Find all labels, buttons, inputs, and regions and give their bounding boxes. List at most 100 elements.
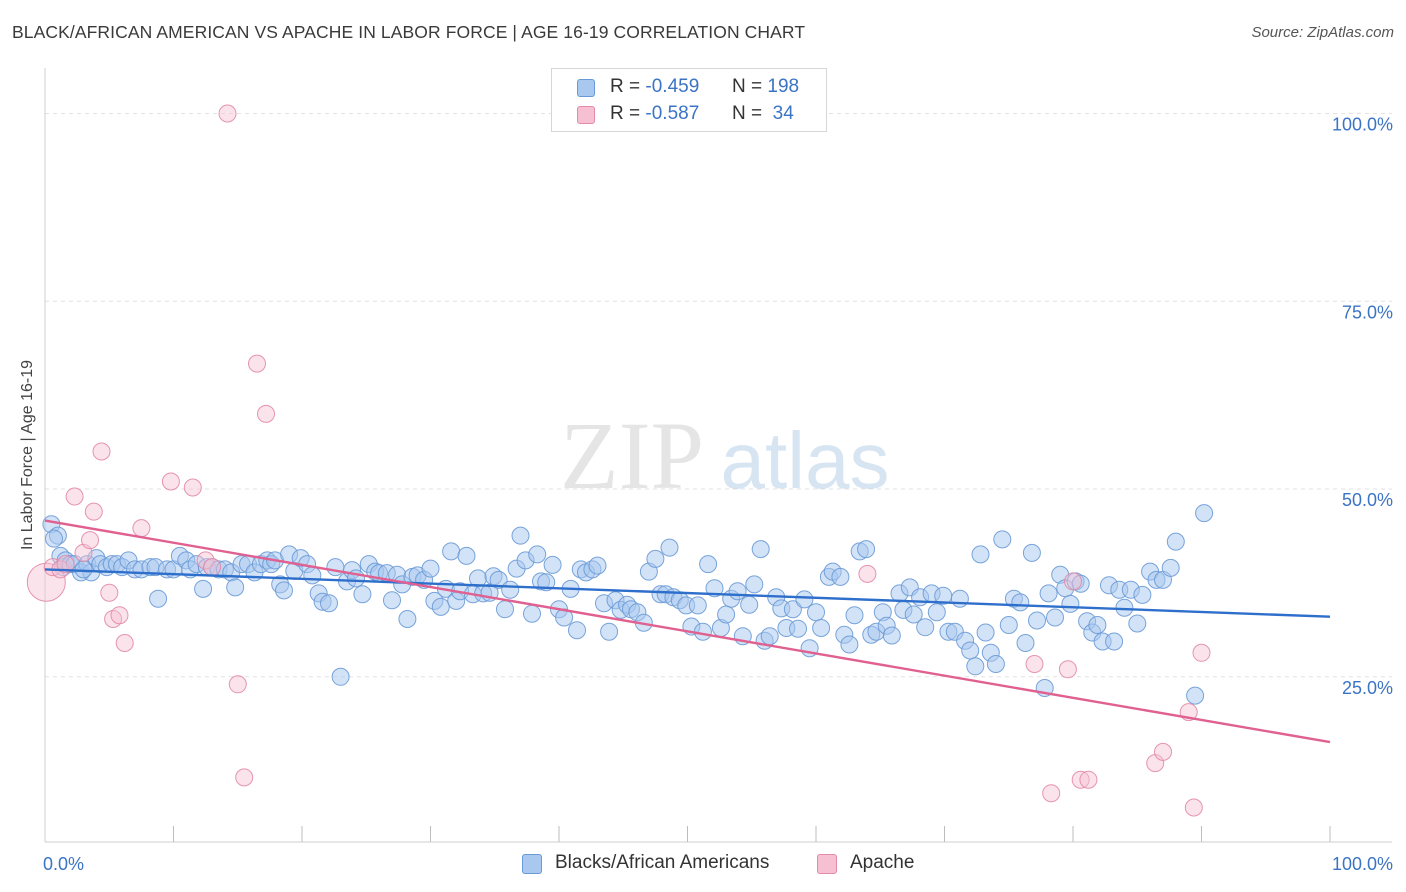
- data-point: [1128, 614, 1147, 633]
- data-point: [1105, 632, 1124, 651]
- chart-title: BLACK/AFRICAN AMERICAN VS APACHE IN LABO…: [12, 22, 806, 42]
- gridlines: [45, 113, 1392, 678]
- trend-line-blacks: [44, 568, 1331, 618]
- data-point: [760, 627, 779, 646]
- source-credit: Source: ZipAtlas.com: [1251, 24, 1394, 41]
- data-point: [523, 604, 541, 623]
- data-point: [161, 472, 180, 491]
- stats-legend: R = -0.459 N = 198 R = -0.587 N = 34: [551, 68, 827, 132]
- data-point: [81, 531, 99, 550]
- data-point: [1028, 611, 1046, 630]
- data-point: [745, 575, 764, 594]
- legend-swatch-apache: [577, 106, 595, 124]
- data-point: [783, 600, 802, 619]
- data-point: [132, 519, 151, 538]
- data-point: [45, 529, 63, 548]
- data-point: [183, 478, 202, 497]
- series-blacks: [42, 504, 1214, 705]
- data-point: [1195, 504, 1214, 523]
- data-point: [976, 623, 995, 642]
- data-point: [115, 634, 134, 652]
- trend-layer: [44, 519, 1331, 744]
- data-point: [149, 589, 168, 608]
- data-point: [751, 540, 770, 559]
- data-point: [831, 567, 850, 586]
- data-point: [489, 570, 508, 589]
- data-point: [904, 605, 923, 624]
- data-point: [1046, 608, 1064, 627]
- data-point: [1016, 634, 1035, 652]
- data-point: [248, 354, 266, 373]
- data-point: [100, 583, 119, 602]
- data-point: [688, 596, 707, 615]
- trend-line-apache: [44, 519, 1331, 744]
- data-point: [993, 530, 1012, 549]
- data-point: [1154, 742, 1172, 761]
- data-point: [728, 582, 747, 601]
- data-point: [1061, 594, 1080, 613]
- n-stat: N = 198: [732, 76, 800, 97]
- data-point: [331, 667, 350, 686]
- legend-swatch-blacks: [522, 854, 542, 874]
- data-point: [1186, 686, 1205, 705]
- data-point: [326, 558, 345, 577]
- data-point: [537, 573, 556, 592]
- tick-labels: 25.0% 50.0% 75.0% 100.0% 0.0% 100.0%: [43, 115, 1393, 874]
- watermark-zip: ZIP: [560, 402, 704, 509]
- data-point: [588, 556, 607, 575]
- data-point: [257, 404, 275, 423]
- data-point: [442, 542, 461, 561]
- data-point: [740, 595, 759, 614]
- stats-legend-row: R = -0.459 N = 198: [552, 73, 826, 101]
- data-point: [1058, 660, 1077, 679]
- data-point: [496, 600, 514, 619]
- data-point: [501, 580, 520, 599]
- legend-label: Apache: [850, 852, 915, 873]
- data-point: [812, 619, 831, 637]
- data-point: [660, 538, 679, 557]
- data-point: [218, 104, 237, 123]
- data-point: [1115, 598, 1134, 617]
- data-point: [226, 578, 245, 597]
- data-point: [194, 579, 213, 598]
- data-point: [858, 564, 877, 583]
- data-point: [196, 551, 215, 570]
- data-point: [528, 545, 547, 564]
- data-point: [1166, 532, 1185, 551]
- data-point: [795, 590, 814, 609]
- data-point: [1161, 558, 1180, 577]
- data-point: [1039, 584, 1058, 603]
- watermark-atlas: atlas: [721, 416, 890, 505]
- data-point: [228, 675, 247, 694]
- data-point: [1088, 616, 1107, 634]
- data-point: [421, 559, 440, 578]
- data-point: [65, 487, 84, 506]
- data-point: [1064, 572, 1082, 591]
- n-stat: N = 34: [732, 103, 794, 124]
- data-point: [1133, 585, 1152, 604]
- y-tick-label: 100.0%: [1332, 115, 1393, 135]
- data-point: [840, 635, 859, 654]
- data-point: [568, 621, 586, 640]
- data-point: [916, 618, 935, 637]
- data-point: [84, 502, 103, 521]
- x-tick-label: 100.0%: [1332, 854, 1393, 874]
- series-apache: [26, 104, 1211, 817]
- data-point: [1011, 593, 1030, 612]
- x-tick-label: 0.0%: [43, 854, 84, 874]
- data-point: [857, 540, 876, 559]
- data-point: [92, 442, 111, 461]
- data-point: [646, 549, 665, 568]
- data-point: [457, 546, 476, 565]
- data-point: [845, 606, 864, 625]
- data-point: [699, 555, 718, 574]
- data-point: [1025, 655, 1044, 673]
- data-point: [986, 655, 1005, 673]
- series-legend: Blacks/African Americans Apache: [0, 852, 1406, 878]
- data-point: [511, 526, 530, 545]
- data-point: [398, 610, 417, 628]
- y-tick-label: 75.0%: [1342, 302, 1393, 322]
- data-point: [789, 619, 807, 638]
- data-point: [203, 558, 222, 577]
